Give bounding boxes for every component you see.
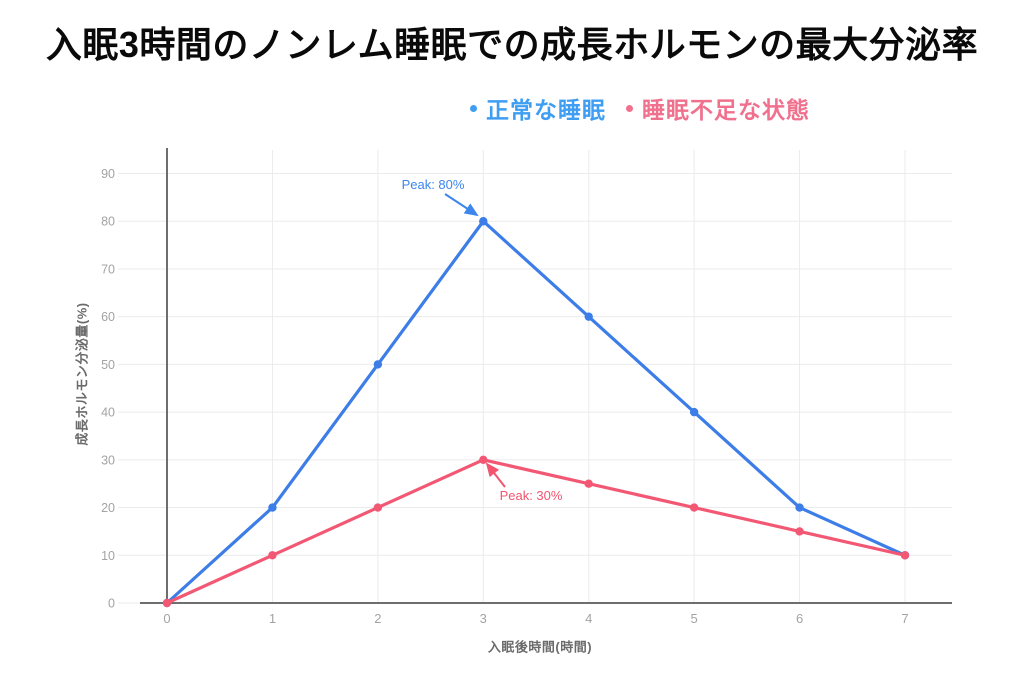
legend-label-sleep-deprived: 睡眠不足な状態 xyxy=(642,97,810,123)
series-line-0 xyxy=(165,219,907,605)
annotation-arrow xyxy=(485,462,506,488)
data-point-series-0 xyxy=(584,312,593,321)
data-point-series-1 xyxy=(584,479,593,488)
data-point-series-0 xyxy=(479,217,488,226)
y-tick-label: 10 xyxy=(101,549,115,563)
x-tick-label: 6 xyxy=(796,611,803,626)
y-tick-label: 20 xyxy=(101,501,115,515)
y-tick-label: 30 xyxy=(101,453,115,467)
y-tick-label: 50 xyxy=(101,358,115,372)
x-tick-label: 7 xyxy=(901,611,908,626)
annotation-peak-normal-sleep: Peak: 80% xyxy=(401,177,465,192)
x-tick-label: 0 xyxy=(163,611,170,626)
data-point-series-0 xyxy=(268,503,277,512)
y-tick-label: 90 xyxy=(101,167,115,181)
y-tick-label: 0 xyxy=(108,597,115,611)
series-line-1 xyxy=(165,458,907,605)
data-point-series-1 xyxy=(268,551,277,560)
chart-legend: 正常な睡眠 睡眠不足な状態 xyxy=(470,91,810,125)
chart-title: 入眠3時間のノンレム睡眠での成長ホルモンの最大分泌率 xyxy=(45,24,979,65)
data-point-series-0 xyxy=(373,360,383,369)
data-point-series-1 xyxy=(373,503,383,512)
y-tick-label: 80 xyxy=(101,215,115,229)
annotation-arrow xyxy=(444,193,479,217)
y-tick-label: 60 xyxy=(101,310,115,324)
legend-marker-sleep-deprived-icon xyxy=(626,104,633,112)
data-point-series-1 xyxy=(795,527,804,536)
data-point-series-1 xyxy=(162,598,172,608)
legend-item-sleep-deprived: 睡眠不足な状態 xyxy=(626,91,810,125)
x-tick-label: 1 xyxy=(269,611,276,626)
x-axis-title: 入眠後時間(時間) xyxy=(487,639,593,655)
x-tick-label: 2 xyxy=(374,611,381,626)
x-tick-label: 5 xyxy=(691,611,698,626)
data-point-series-1 xyxy=(689,503,699,512)
y-tick-label: 70 xyxy=(101,262,115,276)
x-tick-label: 4 xyxy=(585,611,592,626)
legend-label-normal-sleep: 正常な睡眠 xyxy=(486,97,606,123)
data-point-series-0 xyxy=(795,503,804,512)
y-axis-title: 成長ホルモン分泌量(%) xyxy=(74,302,90,446)
data-point-series-1 xyxy=(479,455,488,465)
legend-marker-normal-sleep-icon xyxy=(470,104,477,112)
annotation-peak-sleep-deprived: Peak: 30% xyxy=(499,488,563,503)
data-point-series-1 xyxy=(900,551,910,560)
data-point-series-0 xyxy=(689,407,699,417)
legend-item-normal-sleep: 正常な睡眠 xyxy=(470,91,606,125)
x-tick-label: 3 xyxy=(480,611,487,626)
y-tick-label: 40 xyxy=(101,406,115,420)
